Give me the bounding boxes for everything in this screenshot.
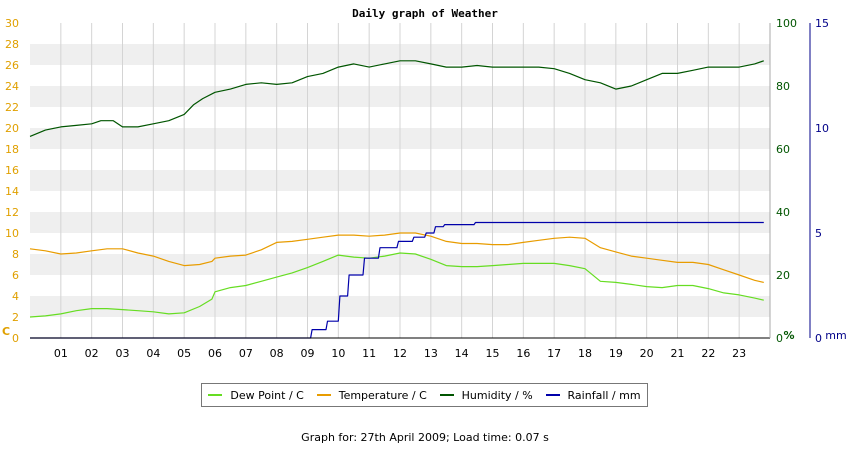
legend-item-temperature: Temperature / C [316, 388, 427, 402]
y-right-rainfall-axis-label: mm [825, 329, 846, 342]
y-right-humidity-tick-label: 0 [776, 332, 783, 345]
y-left-tick-label: 24 [5, 80, 19, 93]
y-right-humidity-axis-label: % [783, 329, 794, 342]
series-line-rainfall [30, 221, 764, 339]
y-left-tick-label: 8 [12, 248, 19, 261]
legend-swatch-dew-point [208, 394, 223, 396]
y-left-axis-label: C [2, 325, 10, 338]
y-left-tick-label: 10 [5, 227, 19, 240]
legend-label-temperature: Temperature / C [338, 388, 427, 402]
x-tick-label: 01 [54, 347, 68, 360]
x-tick-label: 18 [578, 347, 592, 360]
y-right-humidity-tick-label: 80 [776, 80, 790, 93]
x-tick-label: 09 [301, 347, 315, 360]
footer-text: Graph for: 27th April 2009; Load time: 0… [301, 431, 549, 444]
x-tick-label: 05 [177, 347, 191, 360]
y-right-rainfall-tick-label: 10 [815, 122, 829, 135]
y-right-humidity-tick-label: 100 [776, 17, 797, 30]
y-left-tick-label: 18 [5, 143, 19, 156]
x-tick-label: 10 [331, 347, 345, 360]
x-tick-label: 22 [701, 347, 715, 360]
y-right-rainfall-tick-label: 0 [815, 332, 822, 345]
x-tick-label: 21 [671, 347, 685, 360]
x-tick-label: 17 [547, 347, 561, 360]
y-left-tick-label: 26 [5, 59, 19, 72]
legend-swatch-rainfall [545, 394, 560, 396]
x-tick-label: 06 [208, 347, 222, 360]
x-tick-label: 19 [609, 347, 623, 360]
y-left-tick-label: 0 [12, 332, 19, 345]
legend-label-dew-point: Dew Point / C [230, 388, 304, 402]
y-left-tick-label: 30 [5, 17, 19, 30]
legend-swatch-temperature [316, 394, 331, 396]
legend-swatch-humidity [439, 394, 454, 396]
x-tick-label: 04 [146, 347, 160, 360]
x-tick-label: 16 [516, 347, 530, 360]
x-tick-label: 12 [393, 347, 407, 360]
x-tick-label: 11 [362, 347, 376, 360]
chart-title: Daily graph of Weather [352, 7, 498, 20]
legend-label-rainfall: Rainfall / mm [567, 388, 641, 402]
y-right-rainfall-tick-label: 15 [815, 17, 829, 30]
y-right-humidity-tick-label: 20 [776, 269, 790, 282]
legend-item-rainfall: Rainfall / mm [545, 388, 641, 402]
y-left-tick-label: 12 [5, 206, 19, 219]
series-line-dew-point [29, 252, 764, 318]
series-line-temperature [29, 232, 764, 283]
x-tick-label: 03 [116, 347, 130, 360]
series-layer [29, 60, 764, 339]
x-tick-label: 07 [239, 347, 253, 360]
legend-item-humidity: Humidity / % [439, 388, 533, 402]
x-tick-label: 20 [640, 347, 654, 360]
y-right-humidity-tick-label: 40 [776, 206, 790, 219]
x-tick-label: 23 [732, 347, 746, 360]
x-tick-label: 02 [85, 347, 99, 360]
x-tick-label: 14 [455, 347, 469, 360]
x-tick-label: 13 [424, 347, 438, 360]
axes [30, 23, 811, 339]
y-left-tick-label: 2 [12, 311, 19, 324]
x-tick-label: 08 [270, 347, 284, 360]
y-left-tick-label: 28 [5, 38, 19, 51]
y-right-humidity-tick-label: 60 [776, 143, 790, 156]
y-left-tick-label: 14 [5, 185, 19, 198]
tick-labels: 0246810121416182022242628300204060801000… [2, 17, 847, 360]
y-left-tick-label: 6 [12, 269, 19, 282]
series-line-humidity [29, 60, 764, 137]
legend-item-dew-point: Dew Point / C [208, 388, 304, 402]
y-right-rainfall-tick-label: 5 [815, 227, 822, 240]
y-left-tick-label: 22 [5, 101, 19, 114]
legend: Dew Point / C Temperature / C Humidity /… [201, 383, 648, 407]
y-left-tick-label: 16 [5, 164, 19, 177]
legend-label-humidity: Humidity / % [461, 388, 533, 402]
y-left-tick-label: 4 [12, 290, 19, 303]
x-tick-label: 15 [486, 347, 500, 360]
y-left-tick-label: 20 [5, 122, 19, 135]
